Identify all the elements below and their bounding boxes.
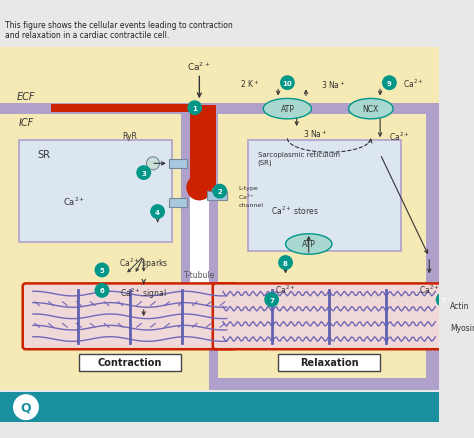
Bar xyxy=(209,104,218,312)
Circle shape xyxy=(212,184,227,199)
Bar xyxy=(190,106,216,189)
Bar xyxy=(51,105,195,113)
Text: 8: 8 xyxy=(283,260,288,266)
Text: L-type
Ca$^{2+}$
channel: L-type Ca$^{2+}$ channel xyxy=(238,186,263,207)
Bar xyxy=(169,159,187,169)
Ellipse shape xyxy=(263,99,311,120)
Text: Ca$^{2+}$ stores: Ca$^{2+}$ stores xyxy=(271,204,319,216)
Text: 2: 2 xyxy=(218,189,222,195)
Circle shape xyxy=(187,101,202,116)
Text: 4: 4 xyxy=(155,209,160,215)
Circle shape xyxy=(146,158,159,170)
Text: 3: 3 xyxy=(141,170,146,176)
Text: 10: 10 xyxy=(283,81,292,86)
Text: Myosin: Myosin xyxy=(450,323,474,332)
Circle shape xyxy=(186,175,212,201)
Circle shape xyxy=(382,76,397,91)
Bar xyxy=(0,48,439,391)
Circle shape xyxy=(436,293,451,307)
Text: 9: 9 xyxy=(387,81,392,86)
Bar xyxy=(218,378,427,391)
Text: 2 K$^+$: 2 K$^+$ xyxy=(240,78,260,89)
Text: ECF: ECF xyxy=(17,92,35,102)
Bar xyxy=(209,115,218,391)
Text: 1: 1 xyxy=(192,106,197,111)
Circle shape xyxy=(278,255,293,270)
Text: Q: Q xyxy=(21,401,31,414)
Circle shape xyxy=(13,394,39,420)
Bar xyxy=(181,303,218,312)
Text: NCX: NCX xyxy=(363,105,379,114)
Text: T-tubule: T-tubule xyxy=(184,271,215,279)
Bar xyxy=(18,141,172,243)
Text: Contraction: Contraction xyxy=(98,357,162,367)
Bar xyxy=(79,354,181,371)
Bar xyxy=(207,192,227,201)
Circle shape xyxy=(95,263,109,278)
Text: ICF: ICF xyxy=(18,117,34,127)
Text: 5: 5 xyxy=(100,267,104,273)
Text: Ca$^{2+}$: Ca$^{2+}$ xyxy=(419,283,439,295)
Text: Ca$^{2+}$ signal: Ca$^{2+}$ signal xyxy=(120,286,167,300)
Text: ATP: ATP xyxy=(281,105,294,114)
Bar xyxy=(248,141,401,252)
Circle shape xyxy=(280,76,295,91)
Bar xyxy=(427,104,439,391)
Text: This figure shows the cellular events leading to contraction
and relaxation in a: This figure shows the cellular events le… xyxy=(5,21,232,40)
Text: Ca$^{2+}$: Ca$^{2+}$ xyxy=(63,195,85,207)
Circle shape xyxy=(264,293,279,307)
Bar xyxy=(169,198,187,208)
Bar xyxy=(0,392,439,422)
Circle shape xyxy=(150,205,165,219)
Bar xyxy=(278,354,380,371)
Text: Ca$^{2+}$: Ca$^{2+}$ xyxy=(403,77,424,90)
Text: ATP: ATP xyxy=(302,240,316,249)
Bar xyxy=(0,104,241,115)
Circle shape xyxy=(137,166,151,180)
Text: Relaxation: Relaxation xyxy=(300,357,358,367)
Bar xyxy=(181,104,190,312)
FancyBboxPatch shape xyxy=(23,284,237,350)
Circle shape xyxy=(95,283,109,298)
Bar xyxy=(218,115,427,378)
Text: Ca$^{2+}$: Ca$^{2+}$ xyxy=(187,60,211,73)
Ellipse shape xyxy=(285,234,332,254)
Text: Ca$^{2+}$: Ca$^{2+}$ xyxy=(389,130,410,142)
Bar xyxy=(218,104,439,115)
Text: 6: 6 xyxy=(100,288,104,294)
Bar xyxy=(190,104,218,303)
Text: 7: 7 xyxy=(269,297,274,303)
Ellipse shape xyxy=(348,99,393,120)
Text: Actin: Actin xyxy=(450,301,470,310)
Text: Sarcoplasmic reticulum
(SR): Sarcoplasmic reticulum (SR) xyxy=(258,152,340,166)
FancyBboxPatch shape xyxy=(213,284,446,350)
Text: 7: 7 xyxy=(441,297,446,303)
Text: RyR: RyR xyxy=(122,132,137,141)
Text: Ca$^{2+}$ sparks: Ca$^{2+}$ sparks xyxy=(119,256,168,270)
Text: 3 Na$^+$: 3 Na$^+$ xyxy=(303,127,328,139)
Text: Ca$^{2+}$: Ca$^{2+}$ xyxy=(275,283,296,295)
Text: SR: SR xyxy=(37,150,50,160)
Text: 3 Na$^+$: 3 Na$^+$ xyxy=(321,80,346,91)
